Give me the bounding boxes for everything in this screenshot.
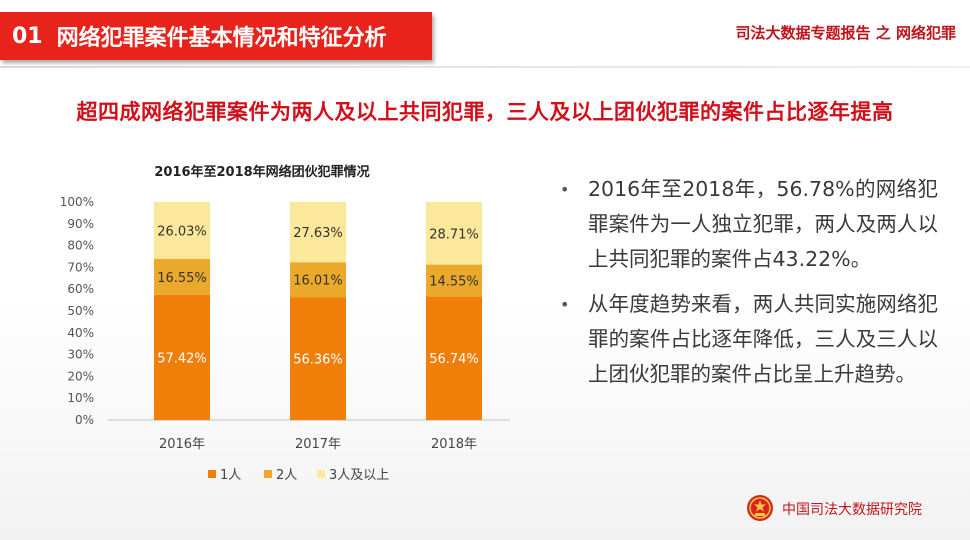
bar-segment bbox=[290, 297, 346, 420]
bar-segment bbox=[154, 202, 210, 259]
bullet-item: • 2016年至2018年，56.78%的网络犯罪案件为一人独立犯罪，两人及两人… bbox=[558, 172, 938, 277]
section-number: 01 bbox=[12, 23, 43, 49]
bar-data-label: 26.03% bbox=[157, 224, 207, 239]
y-tick-label: 40% bbox=[67, 326, 94, 340]
bar-data-label: 56.36% bbox=[293, 353, 343, 368]
bullet-marker: • bbox=[560, 180, 570, 199]
legend-swatch bbox=[317, 470, 325, 478]
section-title: 网络犯罪案件基本情况和特征分析 bbox=[56, 26, 387, 51]
legend-label: 2人 bbox=[276, 468, 297, 483]
bar-segment bbox=[154, 294, 210, 420]
bullet-text: 从年度趋势来看，两人共同实施网络犯罪的案件占比逐年降低，三人及三人以上团伙犯罪的… bbox=[588, 292, 938, 386]
bar-data-label: 57.42% bbox=[157, 351, 207, 366]
y-tick-label: 50% bbox=[67, 304, 94, 318]
bullet-text: 2016年至2018年，56.78%的网络犯罪案件为一人独立犯罪，两人及两人以上… bbox=[588, 177, 938, 271]
bar-segment bbox=[426, 202, 482, 265]
y-tick-label: 90% bbox=[67, 217, 94, 231]
bar-data-label: 56.74% bbox=[429, 352, 479, 367]
bar-data-label: 14.55% bbox=[429, 274, 479, 289]
org-name: 中国司法大数据研究院 bbox=[782, 502, 922, 518]
y-tick-label: 60% bbox=[67, 282, 94, 296]
chart-title: 2016年至2018年网络团伙犯罪情况 bbox=[154, 164, 369, 180]
bar-data-label: 16.55% bbox=[157, 271, 207, 286]
bar-data-label: 16.01% bbox=[293, 274, 343, 289]
legend-swatch bbox=[264, 470, 272, 478]
header-divider bbox=[0, 66, 970, 68]
bullet-list: • 2016年至2018年，56.78%的网络犯罪案件为一人独立犯罪，两人及两人… bbox=[558, 172, 938, 402]
bar-segment bbox=[154, 258, 210, 295]
y-tick-label: 20% bbox=[67, 369, 94, 383]
bullet-item: • 从年度趋势来看，两人共同实施网络犯罪的案件占比逐年降低，三人及三人以上团伙犯… bbox=[558, 287, 938, 392]
bar-data-label: 28.71% bbox=[429, 227, 479, 242]
stacked-bar-chart: 2016年至2018年网络团伙犯罪情况 0% 10% 20% 30% 40% 50% 60% 7… bbox=[60, 164, 510, 483]
bar-data-label: 27.63% bbox=[293, 226, 343, 241]
top-bar: 01 网络犯罪案件基本情况和特征分析 司法大数据专题报告 之 网络犯罪 bbox=[0, 0, 970, 66]
bar-segment bbox=[290, 202, 346, 263]
section-title-tab: 01 网络犯罪案件基本情况和特征分析 bbox=[0, 12, 432, 60]
y-tick-label: 70% bbox=[67, 260, 94, 274]
legend-label: 3人及以上 bbox=[329, 468, 389, 483]
bar-segment bbox=[290, 262, 346, 298]
y-tick-label: 80% bbox=[67, 239, 94, 253]
report-name: 司法大数据专题报告 之 网络犯罪 bbox=[735, 24, 956, 42]
bar-segment bbox=[426, 296, 482, 420]
national-emblem-icon bbox=[747, 495, 773, 521]
y-tick-label: 100% bbox=[60, 195, 94, 209]
x-tick-label: 2018年 bbox=[431, 437, 477, 452]
legend-swatch bbox=[208, 470, 216, 478]
x-tick-label: 2016年 bbox=[159, 437, 205, 452]
bar-segment bbox=[426, 264, 482, 297]
page-headline: 超四成网络犯罪案件为两人及以上共同犯罪，三人及以上团伙犯罪的案件占比逐年提高 bbox=[76, 100, 894, 124]
y-tick-label: 0% bbox=[75, 413, 94, 427]
y-tick-label: 30% bbox=[67, 348, 94, 362]
bullet-marker: • bbox=[560, 295, 570, 314]
y-tick-label: 10% bbox=[67, 391, 94, 405]
legend-label: 1人 bbox=[220, 468, 241, 483]
x-tick-label: 2017年 bbox=[295, 437, 341, 452]
